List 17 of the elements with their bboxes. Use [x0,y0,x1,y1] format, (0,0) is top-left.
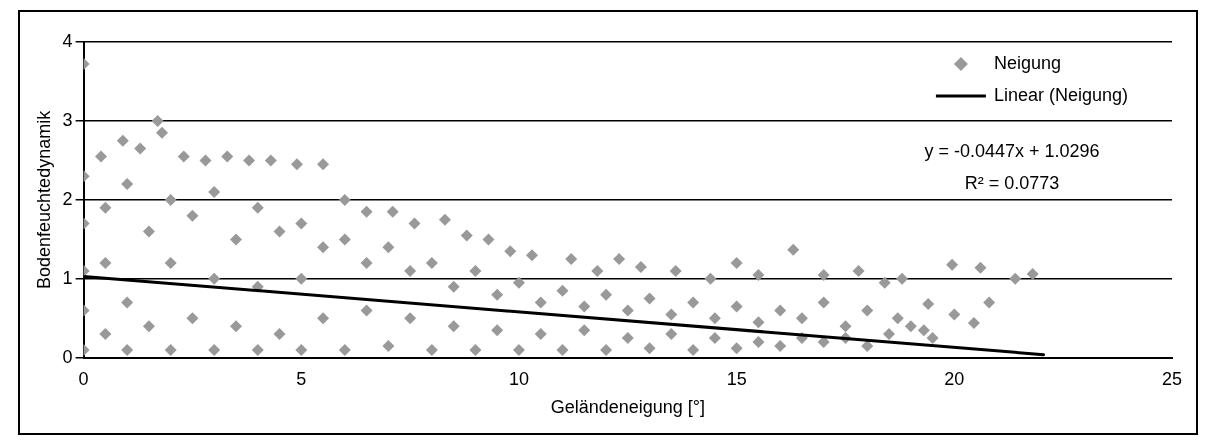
y-axis-title: Bodenfeuchtedynamik [33,109,54,289]
x-tick-label: 25 [1161,368,1183,389]
x-tick-label: 10 [508,368,529,389]
x-axis-title: Geländeneigung [°] [550,397,705,418]
y-tick-label: 4 [62,30,73,51]
y-tick-label: 0 [62,346,73,367]
annotation: y = -0.0447x + 1.0296 [924,140,1100,161]
y-tick-label: 2 [62,188,73,209]
y-tick-label: 3 [62,109,73,130]
y-tick-label: 1 [62,267,73,288]
x-tick-label: 20 [944,368,965,389]
legend-label: Linear (Neigung) [993,84,1128,105]
annotation: R² = 0.0773 [964,172,1060,193]
x-tick-label: 0 [78,368,89,389]
legend-label: Neigung [993,52,1061,73]
x-tick-label: 5 [296,368,307,389]
x-tick-label: 15 [726,368,747,389]
